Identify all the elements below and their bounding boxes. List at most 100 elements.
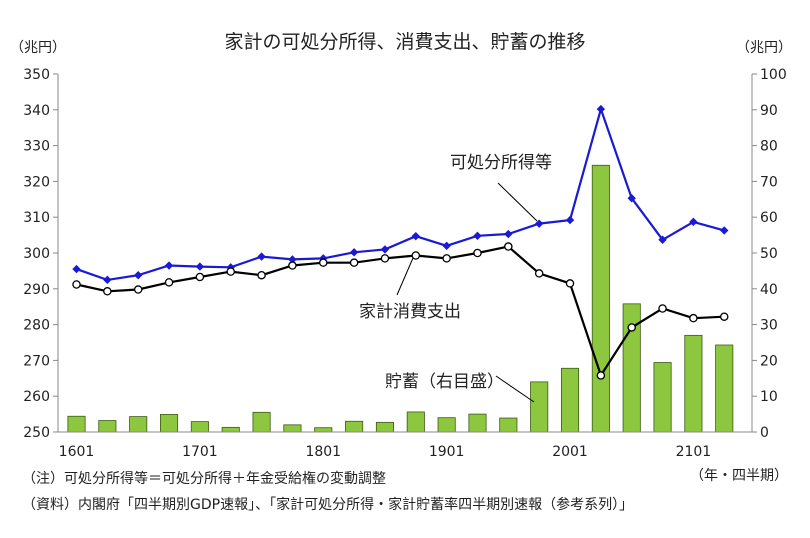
income-line [76,105,725,282]
right-tick-label: 70 [760,174,778,190]
income-point [257,252,266,261]
income-point [442,241,451,251]
left-tick-label: 260 [23,389,50,405]
left-y-axis: 250 260 270 280 290 300 310 320 330 340 350 [23,67,58,441]
left-tick-label: 320 [23,174,50,190]
consumption-point [689,313,698,323]
left-tick-label: 310 [23,210,50,226]
income-point [596,104,606,114]
income-point [133,270,143,280]
right-tick-label: 10 [760,389,778,405]
series-lines [72,104,729,380]
savings-bar [375,421,394,433]
consumption-point [658,304,667,313]
consumption-label: 家計消費支出 [359,302,461,322]
x-axis: 1601 1701 1801 1901 2001 2101 [59,444,712,460]
savings-bar [252,411,271,433]
income-leader [497,182,538,222]
savings-leader [495,375,535,403]
income-point [720,226,729,235]
consumption-point [534,269,544,278]
consumption-point [596,371,606,380]
left-tick-label: 350 [23,67,50,83]
right-tick-label: 40 [760,282,778,298]
income-point [627,194,636,203]
savings-bar [221,426,240,433]
right-tick-label: 20 [760,353,778,369]
right-tick-label: 0 [760,425,769,441]
consumption-point [319,258,328,267]
consumption-line [76,245,725,378]
chart-title: 家計の可処分所得、消費支出、貯蓄の推移 [224,31,585,53]
income-point [103,275,112,285]
income-point [504,229,513,239]
consumption-point [442,254,451,263]
right-tick-label: 50 [760,246,778,262]
income-point [689,217,698,227]
savings-bar [160,414,179,433]
consumption-point [72,280,81,289]
savings-bar [283,424,302,433]
consumption-point [195,272,205,282]
note-definition: （注）可処分所得等＝可処分所得＋年金受給権の変動調整 [22,471,386,487]
savings-bar [530,381,549,433]
income-point [288,255,297,264]
income-point [658,235,667,244]
x-tick-label: 1801 [305,444,341,460]
right-tick-label: 60 [760,210,778,226]
consumption-point [103,287,112,296]
consumption-point [380,254,390,263]
x-tick-label: 1601 [59,444,95,460]
savings-bar [67,415,86,433]
savings-bar [591,164,610,433]
x-tick-label: 1701 [182,444,218,460]
right-tick-label: 100 [760,67,787,83]
consumption-point [349,258,359,267]
left-tick-label: 300 [23,246,50,262]
x-tick-label: 1901 [429,444,465,460]
left-tick-label: 330 [23,139,50,155]
income-point [565,215,575,225]
savings-bar [560,367,580,433]
savings-bar [684,334,703,433]
savings-label: 貯蓄（右目盛） [385,372,504,392]
consumption-point [133,285,143,294]
left-tick-label: 340 [23,103,50,119]
consumption-point [719,312,729,321]
right-axis-unit: （兆円） [736,40,792,56]
income-point [473,231,482,241]
income-point [411,231,420,241]
note-source: （資料）内閣府「四半期別GDP速報」、「家計可処分所得・家計貯蓄率四半期別速報（… [22,497,634,513]
x-axis-label: （年・四半期） [690,468,788,484]
income-point [380,245,390,254]
consumption-point [565,279,575,288]
consumption-point [164,278,174,287]
savings-bar [314,427,333,433]
right-tick-label: 30 [760,318,778,334]
savings-bar [653,362,672,433]
consumption-point [627,323,636,332]
income-point [164,261,174,270]
savings-bar [715,344,734,433]
savings-bar [345,420,364,433]
left-axis-unit: （兆円） [10,40,66,56]
consumption-point [257,270,266,280]
income-label: 可処分所得等 [450,153,552,173]
consumption-point [411,251,421,260]
left-tick-label: 270 [23,353,50,369]
right-tick-label: 80 [760,139,778,155]
savings-bar [468,413,487,433]
x-tick-label: 2001 [552,444,588,460]
savings-bar [98,420,117,433]
consumption-point [504,242,513,251]
right-tick-label: 90 [760,103,778,119]
income-point [72,264,81,274]
savings-bar [499,417,518,433]
savings-bar [129,416,148,433]
income-point [349,248,359,257]
right-y-axis: 0 10 20 30 40 50 60 70 80 90 100 [752,67,787,441]
consumption-leader [396,257,414,296]
left-tick-label: 290 [23,282,50,298]
left-tick-label: 250 [23,425,50,441]
